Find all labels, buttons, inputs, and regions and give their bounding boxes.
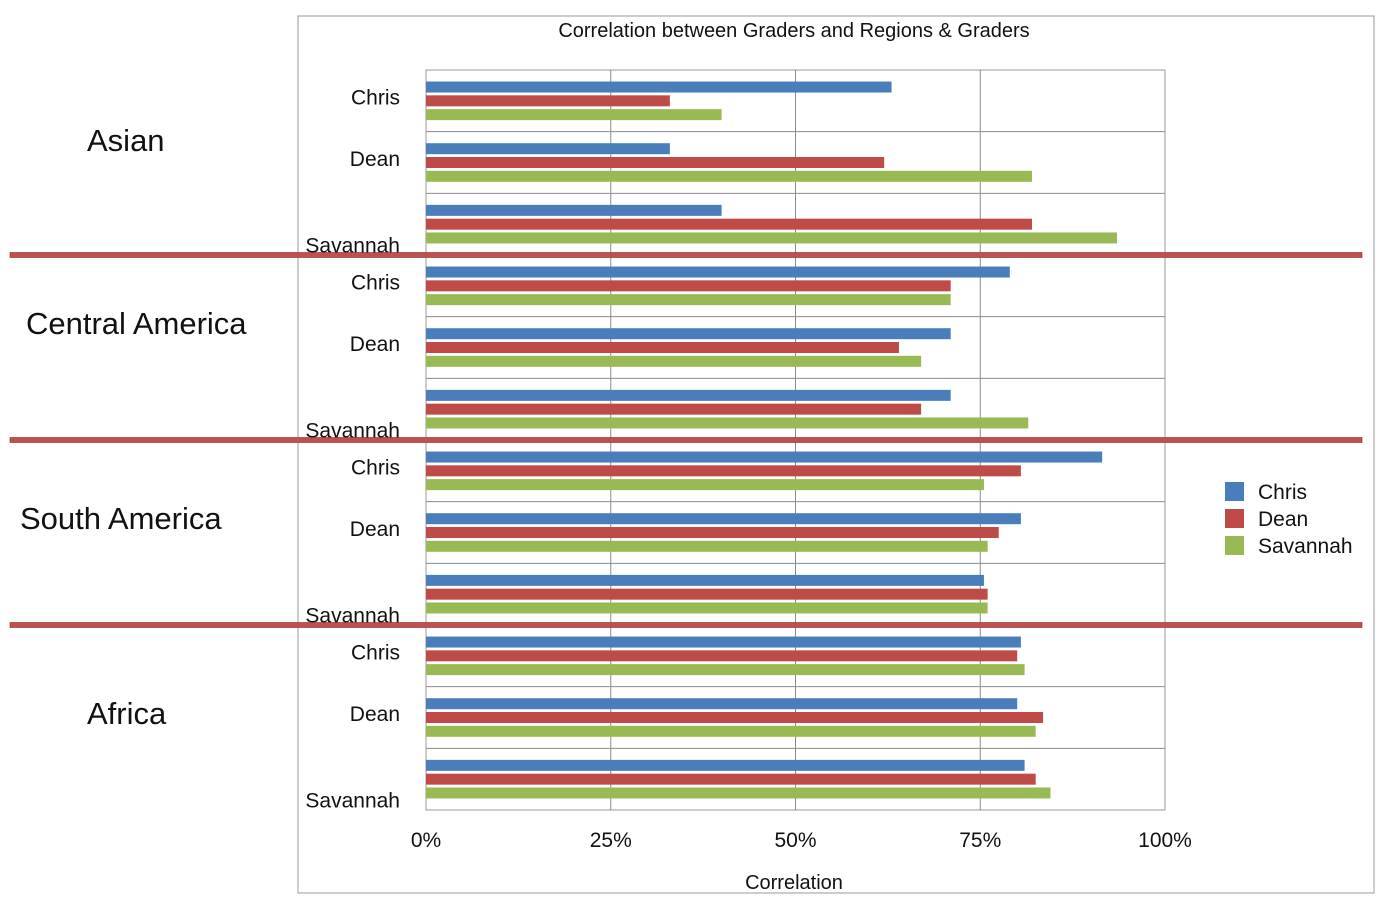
legend-swatch-savannah xyxy=(1225,536,1244,555)
region-label-central-america: Central America xyxy=(26,306,247,341)
bar-central-america-savannah-chris xyxy=(426,389,951,401)
bar-central-america-dean-chris xyxy=(426,328,951,340)
row-label: Chris xyxy=(351,641,400,664)
bar-africa-chris-dean xyxy=(426,650,1018,662)
bar-africa-savannah-savannah xyxy=(426,787,1051,799)
bar-africa-dean-savannah xyxy=(426,725,1036,737)
bar-central-america-chris-chris xyxy=(426,266,1010,278)
bar-asian-chris-chris xyxy=(426,81,892,93)
bar-central-america-chris-dean xyxy=(426,280,951,292)
row-label: Dean xyxy=(350,333,400,356)
row-label: Chris xyxy=(351,271,400,294)
region-separator xyxy=(9,622,1363,628)
bar-asian-savannah-chris xyxy=(426,204,722,216)
x-tick-label: 50% xyxy=(774,829,816,852)
legend-label-chris: Chris xyxy=(1258,481,1307,504)
bar-africa-savannah-chris xyxy=(426,759,1025,771)
bar-africa-dean-dean xyxy=(426,712,1044,723)
bar-central-america-savannah-savannah xyxy=(426,417,1029,429)
bar-south-america-dean-savannah xyxy=(426,540,988,552)
chart-title: Correlation between Graders and Regions … xyxy=(558,20,1029,42)
bar-central-america-chris-savannah xyxy=(426,294,951,306)
x-axis-title: Correlation xyxy=(745,872,843,894)
bar-south-america-savannah-dean xyxy=(426,588,988,600)
x-tick-label: 0% xyxy=(411,829,441,852)
bar-central-america-savannah-dean xyxy=(426,403,922,415)
bar-asian-savannah-dean xyxy=(426,218,1032,230)
bar-south-america-chris-savannah xyxy=(426,479,984,491)
chart-frame xyxy=(297,15,1375,894)
bar-south-america-chris-chris xyxy=(426,451,1103,463)
x-tick-label: 100% xyxy=(1138,829,1192,852)
row-label: Savannah xyxy=(305,420,400,443)
legend-swatch-dean xyxy=(1225,509,1244,528)
legend-label-dean: Dean xyxy=(1258,508,1308,531)
bar-asian-dean-dean xyxy=(426,157,885,168)
bar-asian-chris-savannah xyxy=(426,109,722,121)
bar-asian-chris-dean xyxy=(426,95,670,107)
legend: Chris Dean Savannah xyxy=(1225,481,1353,558)
bar-south-america-chris-dean xyxy=(426,465,1021,477)
bar-south-america-savannah-savannah xyxy=(426,602,988,614)
region-label-south-america: South America xyxy=(20,501,222,536)
row-label: Savannah xyxy=(305,235,400,258)
bar-central-america-dean-dean xyxy=(426,342,899,353)
bar-central-america-dean-savannah xyxy=(426,355,922,367)
bar-asian-dean-savannah xyxy=(426,170,1032,182)
x-axis-ticks: 0% 25% 50% 75% 100% xyxy=(411,829,1192,852)
row-label: Savannah xyxy=(305,605,400,628)
x-tick-label: 75% xyxy=(959,829,1001,852)
row-label: Chris xyxy=(351,456,400,479)
bar-africa-savannah-dean xyxy=(426,773,1036,785)
region-separator xyxy=(9,252,1363,258)
bar-asian-savannah-savannah xyxy=(426,232,1117,244)
legend-label-savannah: Savannah xyxy=(1258,535,1353,558)
row-label: Dean xyxy=(350,148,400,171)
bar-africa-dean-chris xyxy=(426,698,1018,710)
bar-south-america-savannah-chris xyxy=(426,574,984,586)
row-label: Savannah xyxy=(305,790,400,813)
region-label-asian: Asian xyxy=(87,123,165,158)
region-separators xyxy=(9,252,1363,628)
row-label: Chris xyxy=(351,86,400,109)
x-tick-label: 25% xyxy=(590,829,632,852)
row-labels: Chris Dean Savannah Chris Dean Savannah Chris D… xyxy=(305,86,400,812)
bar-asian-dean-chris xyxy=(426,143,670,155)
row-label: Dean xyxy=(350,518,400,541)
bar-south-america-dean-chris xyxy=(426,513,1021,525)
bar-africa-chris-chris xyxy=(426,636,1021,648)
region-separator xyxy=(9,437,1363,443)
bars-layer xyxy=(426,81,1117,799)
legend-swatch-chris xyxy=(1225,482,1244,501)
bar-south-america-dean-dean xyxy=(426,527,999,538)
region-label-africa: Africa xyxy=(87,696,167,731)
bar-africa-chris-savannah xyxy=(426,664,1025,676)
row-label: Dean xyxy=(350,703,400,726)
